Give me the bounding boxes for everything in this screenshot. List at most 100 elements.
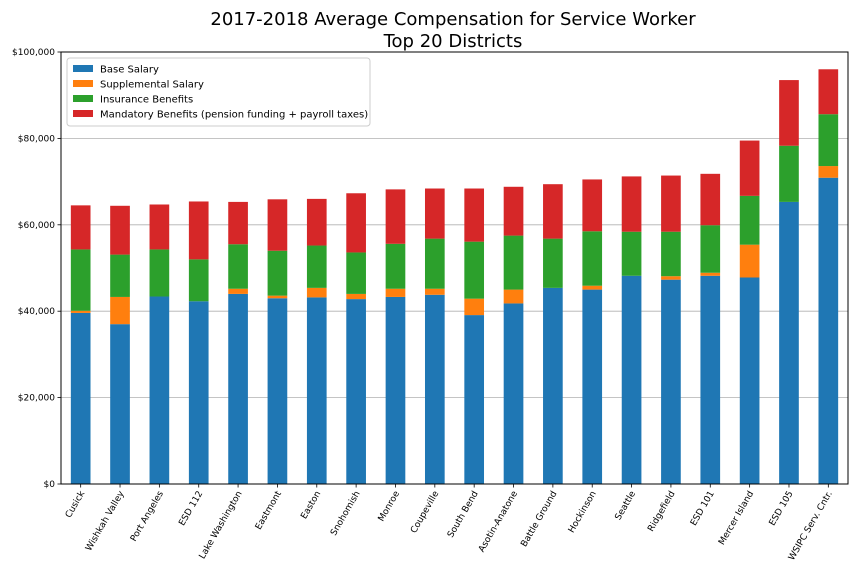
bar-segment [818, 69, 839, 115]
bar-segment [464, 241, 485, 299]
bar-segment [267, 250, 288, 296]
bar-segment [346, 293, 366, 300]
bar-segment [110, 324, 130, 484]
legend: Base Salary Supplemental Salary Insurance … [66, 57, 371, 127]
bar-segment [424, 188, 445, 239]
bar-segment [267, 298, 288, 484]
bar-segment [582, 285, 603, 290]
bars [70, 69, 839, 485]
bar-segment [424, 294, 445, 484]
bar-segment [543, 287, 563, 484]
x-tick-label: Port Angeles [129, 489, 166, 543]
bar-segment [621, 176, 642, 232]
bar-segment [228, 244, 248, 289]
x-tick-label: Lake Washington [198, 490, 245, 561]
bar-segment [503, 186, 524, 236]
bar-segment [818, 166, 839, 178]
bar-segment [739, 195, 760, 245]
bar-segment [188, 201, 209, 260]
bar-segment [385, 288, 406, 297]
legend-swatch [73, 80, 93, 87]
x-tick-label: Hockinson [567, 490, 599, 535]
bar-segment [503, 289, 524, 304]
bar-segment [346, 252, 366, 294]
bar-segment [385, 243, 406, 289]
bar-segment [464, 315, 485, 484]
x-tick-label: Easton [299, 490, 323, 522]
bar-segment [149, 249, 170, 297]
bar-segment [582, 231, 603, 286]
legend-box [66, 57, 371, 127]
bar-segment [621, 231, 642, 276]
bar-segment [739, 244, 760, 278]
bar-segment [228, 288, 248, 294]
bar-segment [424, 288, 445, 295]
x-tick-label: Mercer Island [717, 490, 756, 548]
bar-segment [700, 272, 721, 276]
bar-segment [464, 298, 485, 316]
bar-segment [779, 80, 799, 146]
bar-segment [464, 188, 485, 242]
bar-segment [424, 238, 445, 289]
bar-segment [818, 177, 839, 484]
x-tick-label: ESD 101 [689, 490, 717, 528]
legend-label: Insurance Benefits [100, 95, 193, 106]
x-tick-label: Ridgefield [646, 490, 677, 534]
x-tick-label: Seattle [614, 489, 639, 522]
legend-swatch [73, 65, 93, 72]
bar-segment [700, 275, 721, 484]
bar-segment [739, 277, 760, 484]
bar-segment [149, 296, 170, 484]
bar-segment [543, 184, 563, 239]
x-tick-label: Asotin-Anatone [477, 489, 520, 554]
legend-label: Base Salary [100, 65, 159, 76]
y-tick-label: $40,000 [18, 307, 55, 317]
bar-segment [661, 279, 681, 484]
bar-segment [385, 296, 406, 484]
bar-segment [306, 245, 327, 288]
bar-segment [582, 289, 603, 484]
bar-segment [661, 175, 681, 232]
bar-segment [70, 205, 91, 250]
bar-segment [543, 238, 563, 288]
bar-segment [700, 225, 721, 273]
x-tick-label: Wishkah Valley [84, 489, 127, 553]
x-tick-label: Coupeville [409, 489, 441, 535]
x-tick-label: Battle Ground [519, 490, 559, 549]
bar-segment [267, 199, 288, 251]
bar-segment [228, 201, 248, 245]
plot-frame [60, 51, 849, 485]
chart-title: 2017-2018 Average Compensation for Servi… [210, 9, 696, 30]
bar-segment [110, 254, 130, 297]
bar-segment [700, 173, 721, 226]
x-tick-label: South Bend [446, 490, 481, 540]
bar-segment [621, 275, 642, 484]
y-tick-label: $20,000 [18, 394, 55, 404]
bar-segment [70, 310, 91, 313]
legend-swatch [73, 110, 93, 117]
y-tick-label: $60,000 [18, 221, 55, 231]
bar-segment [149, 204, 170, 250]
chart-subtitle: Top 20 Districts [383, 31, 523, 52]
x-tick-label: ESD 112 [177, 490, 205, 528]
bar-segment [188, 259, 209, 302]
x-tick-label: Snohomish [329, 490, 363, 538]
bar-segment [110, 205, 130, 255]
x-tick-label: Monroe [377, 489, 403, 523]
y-axis-ticks: $0 $20,000 $40,000 $60,000 $80,000 $100,000 [12, 48, 61, 490]
legend-label: Mandatory Benefits (pension funding + pa… [100, 110, 368, 121]
legend-swatch [73, 95, 93, 102]
bar-segment [188, 301, 209, 484]
bar-segment [779, 145, 799, 202]
bar-segment [503, 303, 524, 484]
bar-segment [70, 312, 91, 484]
x-tick-label: ESD 105 [768, 490, 796, 528]
bar-segment [661, 276, 681, 280]
bar-segment [385, 189, 406, 244]
bar-segment [306, 198, 327, 246]
y-tick-label: $80,000 [18, 134, 55, 144]
y-tick-label: $0 [44, 480, 56, 490]
bar-segment [582, 179, 603, 232]
